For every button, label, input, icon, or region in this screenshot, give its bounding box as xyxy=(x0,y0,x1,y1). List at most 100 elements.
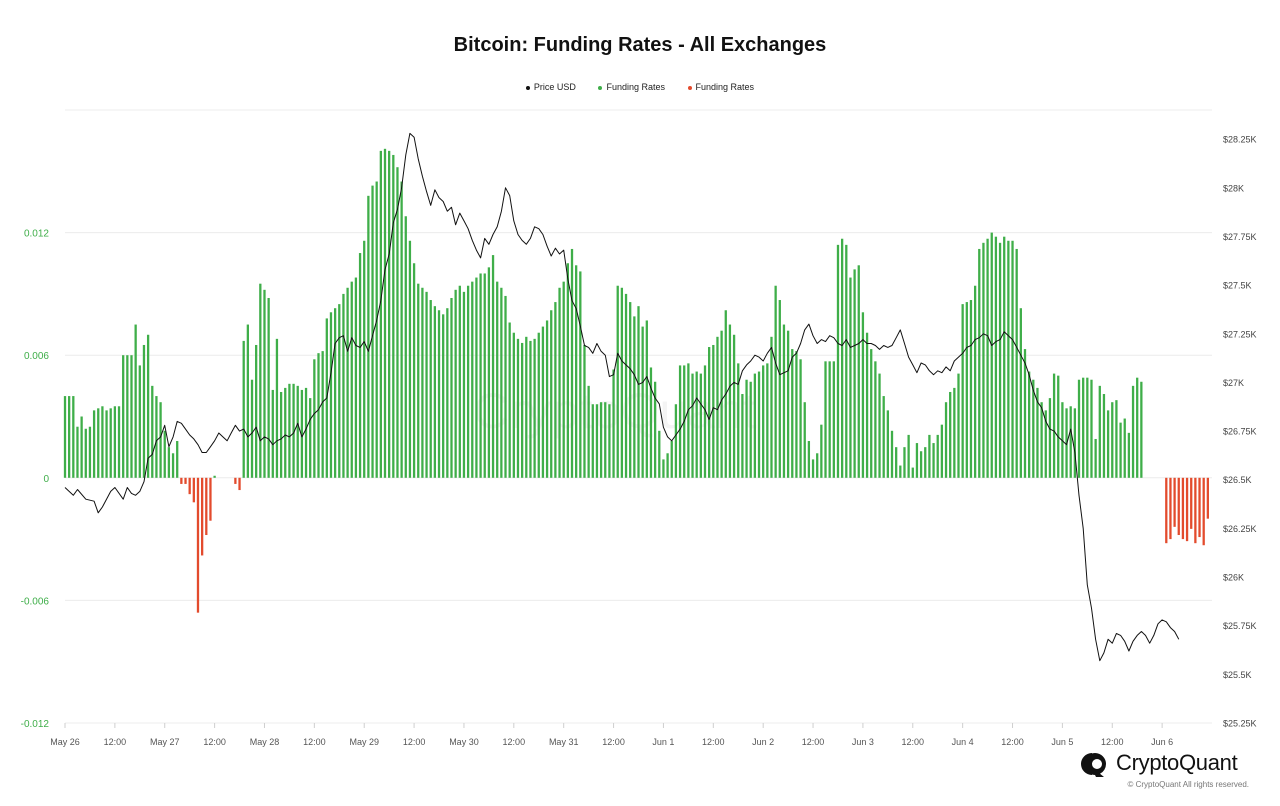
funding-rate-bar-positive xyxy=(919,451,923,478)
funding-rate-bar-positive xyxy=(949,391,952,478)
funding-rate-bar-positive xyxy=(350,281,353,478)
right-axis-tick-label: $26.75K xyxy=(1223,427,1257,437)
funding-rate-bar-positive xyxy=(645,320,648,478)
funding-rate-bar-positive xyxy=(836,244,840,478)
funding-rate-bar-positive xyxy=(529,340,532,478)
funding-rate-bar-positive xyxy=(666,453,669,478)
funding-rate-bar-positive xyxy=(1044,410,1047,478)
funding-rate-bar-positive xyxy=(637,306,640,478)
funding-rate-bar-positive xyxy=(454,289,457,478)
funding-rate-bar-negative xyxy=(234,477,237,484)
left-axis-tick-label: -0.006 xyxy=(21,596,50,607)
funding-rate-bar-positive xyxy=(333,308,337,478)
funding-rate-bar-positive xyxy=(92,410,96,478)
funding-rate-bar-positive xyxy=(749,381,752,478)
funding-rate-bar-positive xyxy=(213,475,216,478)
funding-rate-bar-positive xyxy=(433,306,437,478)
funding-rate-bar-positive xyxy=(1015,248,1018,478)
legend-item-price[interactable]: Price USD xyxy=(525,82,576,92)
right-axis-tick-label: $27.25K xyxy=(1223,329,1257,339)
right-axis-tick-label: $25.75K xyxy=(1223,621,1257,631)
funding-rate-bar-positive xyxy=(288,383,291,478)
x-axis-tick-label: May 30 xyxy=(449,737,479,747)
funding-rate-bar-negative xyxy=(1190,477,1193,529)
funding-rate-bar-positive xyxy=(936,434,939,478)
funding-rate-bar-negative xyxy=(209,477,212,521)
funding-rate-bar-positive xyxy=(828,361,831,478)
funding-rate-bar-positive xyxy=(267,297,270,478)
x-axis-tick-label: May 31 xyxy=(549,737,579,747)
funding-rate-bar-positive xyxy=(338,304,341,478)
funding-rate-bar-positive xyxy=(994,236,998,478)
funding-rate-bar-positive xyxy=(421,287,424,478)
funding-rate-bar-positive xyxy=(458,285,461,478)
funding-rate-bar-positive xyxy=(870,349,873,478)
funding-rate-bar-positive xyxy=(782,324,786,478)
funding-rate-bar-positive xyxy=(604,402,607,478)
funding-rate-bar-positive xyxy=(982,242,985,478)
funding-rate-bar-positive xyxy=(957,373,960,478)
funding-rate-bar-positive xyxy=(895,447,898,478)
funding-rate-bar-positive xyxy=(1048,398,1052,478)
funding-rate-bar-positive xyxy=(437,310,441,478)
funding-rate-bar-positive xyxy=(126,355,129,478)
right-axis-tick-label: $26.25K xyxy=(1223,524,1257,534)
funding-rate-bar-positive xyxy=(911,467,914,478)
legend-label-funding-negative: Funding Rates xyxy=(695,82,755,92)
funding-rate-bar-positive xyxy=(412,263,416,478)
x-axis-tick-label: 12:00 xyxy=(702,737,725,747)
funding-rate-bar-positive xyxy=(379,150,382,478)
funding-rate-bar-negative xyxy=(1177,477,1180,536)
funding-rate-bar-positive xyxy=(807,441,811,478)
funding-rate-bar-positive xyxy=(446,308,449,478)
funding-rate-bar-positive xyxy=(491,255,495,478)
funding-rate-bar-positive xyxy=(533,338,536,478)
right-axis-tick-label: $27K xyxy=(1223,378,1244,388)
funding-rate-bar-positive xyxy=(662,459,665,478)
funding-rate-bar-positive xyxy=(471,281,474,478)
funding-rate-bar-positive xyxy=(354,277,358,478)
funding-rate-bar-positive xyxy=(342,293,345,478)
funding-rate-bar-positive xyxy=(620,287,624,478)
funding-rate-bar-positive xyxy=(832,361,835,478)
funding-rate-bar-positive xyxy=(259,283,262,478)
funding-rate-bar-positive xyxy=(820,424,823,478)
funding-rate-bar-positive xyxy=(508,322,511,478)
x-axis-tick-label: 12:00 xyxy=(403,737,426,747)
funding-rate-bar-positive xyxy=(1127,432,1131,478)
legend-item-funding-positive[interactable]: Funding Rates xyxy=(598,82,665,92)
funding-rate-bar-positive xyxy=(417,283,420,478)
funding-rate-bar-positive xyxy=(429,300,432,478)
legend-dot-funding-positive xyxy=(598,85,603,90)
funding-rate-bar-positive xyxy=(300,389,304,478)
funding-rate-bar-positive xyxy=(512,332,515,478)
funding-rate-bar-positive xyxy=(691,373,694,478)
funding-rate-bar-positive xyxy=(599,402,603,478)
legend-dot-price xyxy=(525,85,530,90)
funding-rate-bar-positive xyxy=(475,277,478,478)
funding-rate-bar-positive xyxy=(998,242,1002,478)
funding-rate-bar-positive xyxy=(242,340,245,478)
funding-rate-bar-positive xyxy=(903,447,906,478)
funding-rate-bar-positive xyxy=(76,426,79,478)
funding-rate-bar-positive xyxy=(541,326,545,478)
funding-rate-bar-positive xyxy=(774,285,777,478)
funding-rate-bar-positive xyxy=(309,398,312,478)
funding-rate-bar-positive xyxy=(146,334,150,478)
funding-rate-bar-positive xyxy=(583,344,586,478)
funding-rate-bar-positive xyxy=(857,265,860,478)
funding-rate-bar-positive xyxy=(1040,402,1043,478)
legend-item-funding-negative[interactable]: Funding Rates xyxy=(687,82,755,92)
funding-rate-bar-positive xyxy=(151,385,154,478)
funding-rate-bar-positive xyxy=(367,195,370,478)
funding-rate-bar-positive xyxy=(745,379,748,478)
funding-rate-bar-positive xyxy=(791,349,794,478)
funding-rate-bar-positive xyxy=(1019,308,1022,478)
funding-rate-bar-positive xyxy=(741,394,744,478)
funding-rate-bar-positive xyxy=(109,408,112,478)
funding-rate-bar-positive xyxy=(329,312,333,478)
funding-rate-bar-positive xyxy=(811,459,815,478)
price-usd-line xyxy=(64,132,1180,662)
x-axis-tick-label: Jun 4 xyxy=(952,737,974,747)
funding-rate-bar-positive xyxy=(1052,373,1056,478)
